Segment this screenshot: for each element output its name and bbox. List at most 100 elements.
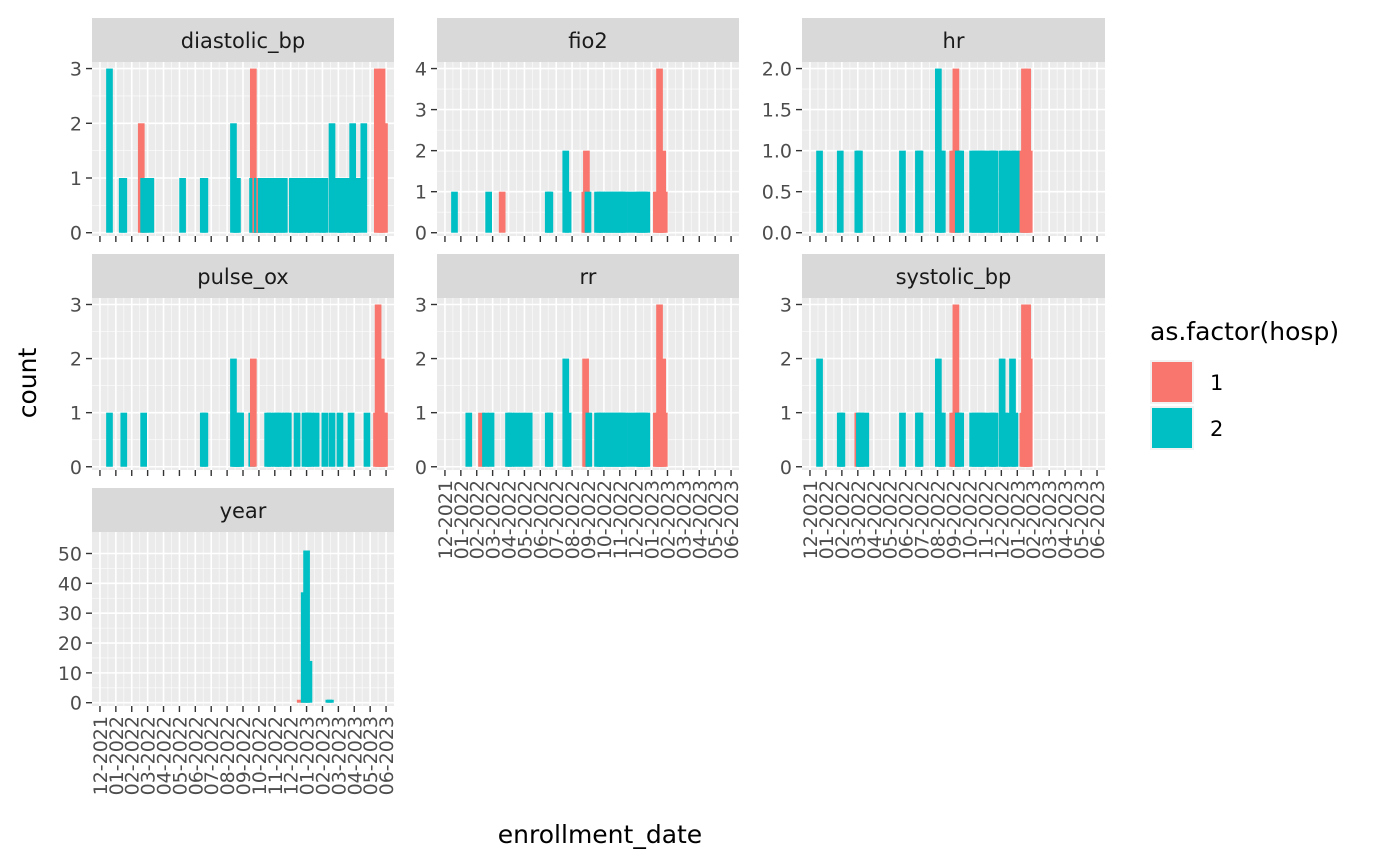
x-tick-label: 03-2023: [328, 716, 350, 795]
y-tick-label: 1: [415, 182, 427, 204]
bar-hr: [991, 150, 999, 233]
bar-hr: [980, 150, 988, 233]
bar-diastolic-bp: [201, 178, 209, 233]
x-tick-label: 04-2022: [154, 716, 176, 795]
x-tick-label: 03-2023: [1039, 480, 1061, 559]
bar-pulse-ox: [363, 412, 371, 467]
facet-title-systolic-bp: systolic_bp: [896, 265, 1012, 290]
legend-label: 1: [1210, 371, 1223, 395]
x-tick-label: 11-2022: [610, 480, 632, 559]
x-tick-label: 03-2022: [138, 716, 160, 795]
bar-rr: [546, 412, 554, 467]
bar-diastolic-bp: [360, 123, 368, 233]
bar-hr: [971, 150, 979, 233]
bar-fio2: [598, 191, 606, 233]
bar-rr: [465, 412, 473, 467]
y-tick-label: 1: [780, 403, 792, 425]
y-tick-label: 3: [780, 294, 792, 316]
y-tick-label: 1: [415, 403, 427, 425]
legend-label: 2: [1210, 417, 1223, 441]
bar-fio2: [606, 191, 613, 233]
bar-systolic-bp: [816, 358, 823, 467]
y-axis-title: count: [13, 348, 42, 419]
x-tick-label: 07-2022: [546, 480, 568, 559]
y-tick-label: 10: [58, 663, 82, 685]
bar-diastolic-bp: [314, 178, 322, 233]
x-tick-label: 08-2022: [217, 716, 239, 795]
bar-hr: [938, 150, 946, 233]
y-tick-label: 3: [415, 294, 427, 316]
bar-pulse-ox: [321, 412, 329, 467]
bar-fio2: [498, 191, 506, 233]
legend-key-1: [1152, 362, 1192, 402]
x-tick-label: 05-2022: [169, 716, 191, 795]
bar-pulse-ox: [237, 412, 244, 467]
y-tick-label: 3: [70, 294, 82, 316]
bar-pulse-ox: [284, 412, 292, 467]
y-tick-label: 0: [70, 223, 82, 245]
facet-strip-year: [92, 488, 394, 532]
bar-fio2: [643, 191, 651, 233]
bar-pulse-ox: [347, 412, 355, 467]
x-tick-label: 01-2023: [297, 716, 319, 795]
facet-title-year: year: [220, 499, 267, 523]
bar-pulse-ox: [307, 412, 314, 467]
x-tick-label: 02-2022: [122, 716, 144, 795]
bar-diastolic-bp: [328, 123, 336, 233]
y-tick-label: 1: [70, 403, 82, 425]
facet-strip-hr: [802, 18, 1105, 62]
x-tick-label: 12-2021: [800, 480, 822, 559]
bar-fio2: [584, 191, 592, 233]
bar-diastolic-bp: [234, 178, 241, 233]
x-tick-label: 01-2023: [642, 480, 664, 559]
bar-systolic-bp: [938, 412, 946, 467]
bar-diastolic-bp: [106, 68, 113, 233]
facet-title-hr: hr: [943, 29, 965, 53]
bar-hr: [836, 150, 844, 233]
bar-systolic-bp: [971, 412, 979, 467]
y-tick-label: 2: [70, 349, 82, 371]
bar-systolic-bp: [857, 412, 865, 467]
x-tick-label: 05-2022: [514, 480, 536, 559]
x-tick-label: 05-2023: [360, 716, 382, 795]
bar-fio2: [485, 191, 492, 233]
y-tick-label: 20: [58, 633, 82, 655]
bar-rr: [612, 412, 620, 467]
x-tick-label: 09-2022: [944, 480, 966, 559]
x-tick-label: 04-2022: [499, 480, 521, 559]
x-tick-label: 05-2022: [880, 480, 902, 559]
bar-diastolic-bp: [147, 178, 155, 233]
bar-pulse-ox: [106, 412, 113, 467]
x-tick-label: 06-2023: [721, 480, 743, 559]
x-tick-label: 03-2023: [673, 480, 695, 559]
x-tick-label: 04-2023: [689, 480, 711, 559]
bar-pulse-ox: [312, 412, 320, 467]
bar-rr: [621, 412, 628, 467]
bar-systolic-bp: [980, 412, 988, 467]
bar-year: [303, 550, 310, 703]
y-tick-label: 1.0: [762, 141, 792, 163]
bar-rr: [660, 412, 668, 467]
bar-systolic-bp: [1025, 358, 1033, 467]
bar-pulse-ox: [277, 412, 285, 467]
y-tick-label: 3: [70, 59, 82, 81]
y-tick-label: 50: [58, 543, 82, 565]
bar-diastolic-bp: [141, 178, 149, 233]
x-tick-label: 07-2022: [912, 480, 934, 559]
x-tick-label: 07-2022: [201, 716, 223, 795]
bar-fio2: [612, 191, 620, 233]
x-tick-label: 12-2021: [435, 480, 457, 559]
facet-strip-fio2: [437, 18, 739, 62]
bar-systolic-bp: [1003, 412, 1011, 467]
bar-systolic-bp: [838, 412, 846, 467]
x-tick-label: 10-2022: [959, 480, 981, 559]
y-tick-label: 40: [58, 573, 82, 595]
bar-fio2: [451, 191, 458, 233]
x-tick-label: 04-2023: [344, 716, 366, 795]
y-tick-label: 2.0: [762, 59, 792, 81]
x-tick-label: 06-2022: [896, 480, 918, 559]
bar-diastolic-bp: [120, 178, 128, 233]
bar-systolic-bp: [952, 304, 960, 467]
bar-diastolic-bp: [299, 178, 306, 233]
facet-strip-diastolic-bp: [92, 18, 394, 62]
